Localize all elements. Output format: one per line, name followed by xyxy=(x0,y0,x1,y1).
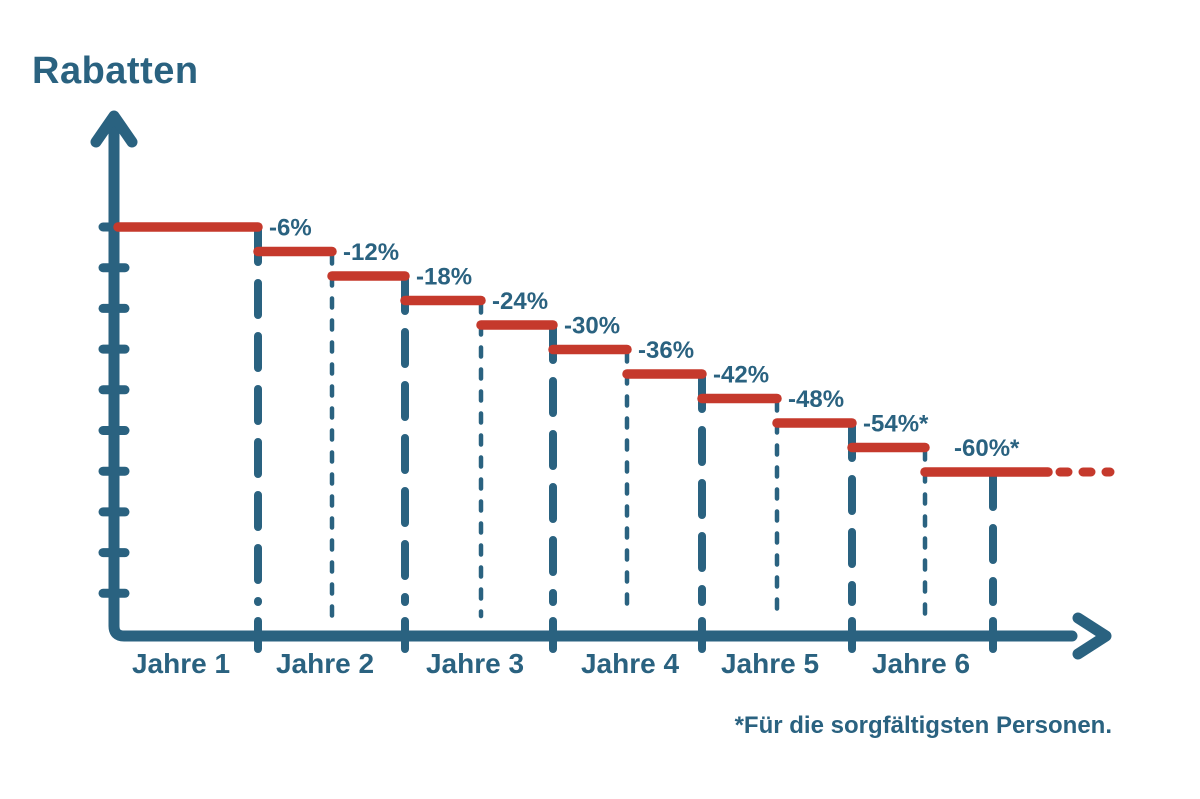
step-label: -12% xyxy=(343,239,399,266)
x-axis-arrow-icon xyxy=(1072,612,1112,660)
step-label: -54%* xyxy=(863,411,929,438)
step-label: -36% xyxy=(638,337,694,364)
x-axis-category-label: Jahre 4 xyxy=(581,648,679,679)
step-label: -60%* xyxy=(954,435,1020,462)
step-label: -6% xyxy=(269,215,312,242)
axes-line xyxy=(108,124,1078,642)
step-label: -18% xyxy=(416,264,472,291)
y-axis-arrow-icon xyxy=(90,110,138,148)
x-axis-category-label: Jahre 6 xyxy=(872,648,970,679)
x-axis-category-label: Jahre 2 xyxy=(276,648,374,679)
chart-footnote: *Für die sorgfältigsten Personen. xyxy=(734,712,1112,739)
step-label: -30% xyxy=(564,313,620,340)
step-label: -48% xyxy=(788,386,844,413)
x-axis-category-label: Jahre 5 xyxy=(721,648,819,679)
chart-title: Rabatten xyxy=(32,50,199,92)
step-label: -24% xyxy=(492,288,548,315)
x-axis-category-label: Jahre 1 xyxy=(132,648,230,679)
x-axis-category-label: Jahre 3 xyxy=(426,648,524,679)
step-label: -42% xyxy=(713,362,769,389)
